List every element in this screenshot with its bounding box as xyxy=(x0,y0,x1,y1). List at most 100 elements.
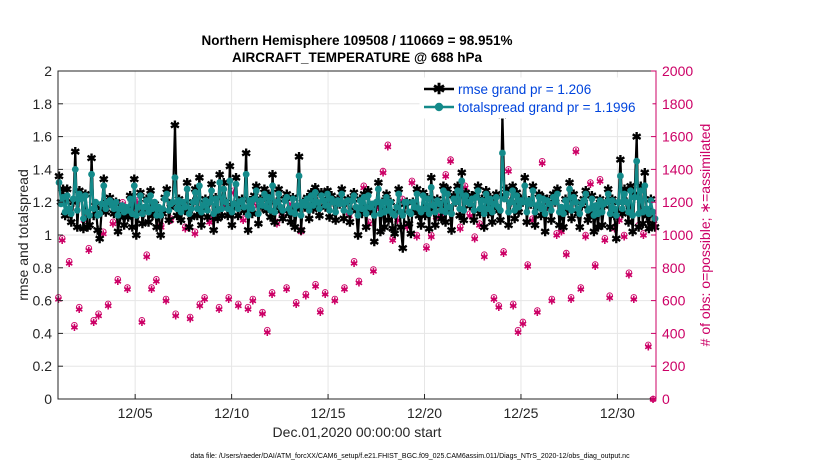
totalspread-point xyxy=(513,192,521,200)
totalspread-point xyxy=(637,187,645,195)
obs-assimilated-point: ✱ xyxy=(331,297,339,308)
rmse-point: ✱ xyxy=(416,219,426,233)
totalspread-point xyxy=(114,211,122,219)
y2-tick-label: 1600 xyxy=(662,129,693,145)
obs-possible-point xyxy=(476,220,483,227)
obs-assimilated-point: ✱ xyxy=(162,297,170,308)
rmse-point: ✱ xyxy=(475,207,485,221)
rmse-point: ✱ xyxy=(510,212,520,226)
totalspread-point xyxy=(435,200,443,208)
rmse-point: ✱ xyxy=(375,225,385,239)
rmse-point: ✱ xyxy=(209,224,219,238)
rmse-point: ✱ xyxy=(593,220,603,234)
totalspread-point xyxy=(507,198,514,206)
totalspread-point xyxy=(126,195,134,203)
totalspread-point xyxy=(130,182,138,190)
totalspread-point xyxy=(610,205,618,213)
totalspread-point xyxy=(92,198,100,206)
obs-assimilated-point: ✱ xyxy=(58,236,66,247)
rmse-point: ✱ xyxy=(304,212,314,226)
obs-assimilated-point: ✱ xyxy=(644,343,652,354)
rmse-point: ✱ xyxy=(353,229,363,243)
totalspread-point xyxy=(242,170,250,178)
rmse-point: ✱ xyxy=(369,235,379,249)
totalspread-point xyxy=(271,208,279,216)
y-tick-label: 0.2 xyxy=(33,358,53,374)
totalspread-point xyxy=(220,185,228,193)
rmse-point: ✱ xyxy=(164,214,174,228)
obs-assimilated-point: ✱ xyxy=(109,220,117,231)
rmse-point: ✱ xyxy=(605,220,615,234)
obs-assimilated-point: ✱ xyxy=(229,188,237,199)
obs-assimilated-point: ✱ xyxy=(355,279,363,290)
totalspread-point xyxy=(454,187,462,195)
rmse-point: ✱ xyxy=(430,219,440,233)
totalspread-point xyxy=(346,208,354,216)
obs-assimilated-point: ✱ xyxy=(524,262,532,273)
obs-assimilated-point: ✱ xyxy=(268,290,276,301)
totalspread-point xyxy=(340,207,348,214)
obs-possible-point xyxy=(95,310,102,317)
rmse-point: ✱ xyxy=(308,202,318,216)
obs-assimilated-point: ✱ xyxy=(196,302,204,313)
totalspread-point xyxy=(505,208,512,216)
totalspread-point xyxy=(195,182,203,190)
rmse-point: ✱ xyxy=(251,179,261,193)
totalspread-point xyxy=(191,188,199,196)
totalspread-point xyxy=(472,193,480,201)
obs-possible-point xyxy=(370,266,377,273)
rmse-point: ✱ xyxy=(82,220,92,234)
obs-assimilated-point: ✱ xyxy=(606,293,614,304)
totalspread-point xyxy=(619,205,626,213)
totalspread-point xyxy=(547,207,555,214)
rmse-point: ✱ xyxy=(215,168,225,182)
obs-assimilated-point: ✱ xyxy=(596,177,604,188)
totalspread-point xyxy=(572,198,580,206)
obs-assimilated-point: ✱ xyxy=(297,228,305,239)
obs-assimilated-point: ✱ xyxy=(379,169,387,180)
rmse-point: ✱ xyxy=(278,212,288,226)
totalspread-point xyxy=(265,193,272,201)
rmse-point: ✱ xyxy=(137,217,147,231)
totalspread-point xyxy=(403,198,411,206)
obs-possible-point xyxy=(264,326,271,334)
obs-assimilated-point: ✱ xyxy=(446,157,454,168)
legend-rmse-marker: ✱ xyxy=(433,81,446,98)
totalspread-point xyxy=(313,198,321,206)
totalspread-point xyxy=(228,208,236,216)
rmse-point: ✱ xyxy=(558,220,568,234)
rmse-point: ✱ xyxy=(345,215,355,229)
totalspread-point xyxy=(244,211,252,219)
obs-possible-point xyxy=(65,257,73,265)
totalspread-point xyxy=(315,205,323,213)
totalspread-point xyxy=(614,198,622,206)
totalspread-point xyxy=(413,190,421,198)
obs-assimilated-point: ✱ xyxy=(316,308,324,319)
obs-assimilated-point: ✱ xyxy=(630,295,638,306)
totalspread-point xyxy=(332,208,340,216)
totalspread-point xyxy=(592,202,600,209)
rmse-point: ✱ xyxy=(156,229,166,243)
y2-axis-label: # of obs: o=possible; ∗=assimilated xyxy=(697,124,713,347)
obs-assimilated-point: ✱ xyxy=(239,216,247,227)
obs-possible-point xyxy=(384,141,392,149)
totalspread-point xyxy=(651,215,659,223)
totalspread-point xyxy=(476,205,484,213)
rmse-point: ✱ xyxy=(123,210,133,224)
obs-assimilated-point: ✱ xyxy=(413,233,421,244)
obs-possible-point xyxy=(312,280,319,288)
rmse-point: ✱ xyxy=(192,209,202,223)
totalspread-point xyxy=(529,187,537,195)
obs-possible-point xyxy=(447,156,454,163)
rmse-point: ✱ xyxy=(640,166,650,180)
obs-possible-point xyxy=(524,261,531,268)
totalspread-point xyxy=(197,208,205,216)
obs-possible-point xyxy=(548,295,556,303)
obs-possible-point xyxy=(408,177,416,185)
rmse-point: ✱ xyxy=(182,176,192,190)
y2-tick-label: 1200 xyxy=(662,194,693,210)
obs-assimilated-point: ✱ xyxy=(548,297,556,308)
obs-possible-point xyxy=(239,215,247,222)
rmse-point: ✱ xyxy=(440,215,450,229)
